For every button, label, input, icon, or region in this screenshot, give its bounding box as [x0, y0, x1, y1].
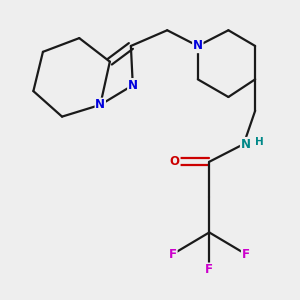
Text: N: N: [95, 98, 105, 111]
Text: F: F: [169, 248, 177, 260]
Text: N: N: [128, 79, 138, 92]
Text: N: N: [193, 40, 203, 52]
Text: O: O: [170, 155, 180, 168]
Text: F: F: [205, 263, 213, 276]
Text: F: F: [242, 248, 250, 260]
Text: H: H: [255, 137, 264, 147]
Text: N: N: [241, 138, 250, 151]
